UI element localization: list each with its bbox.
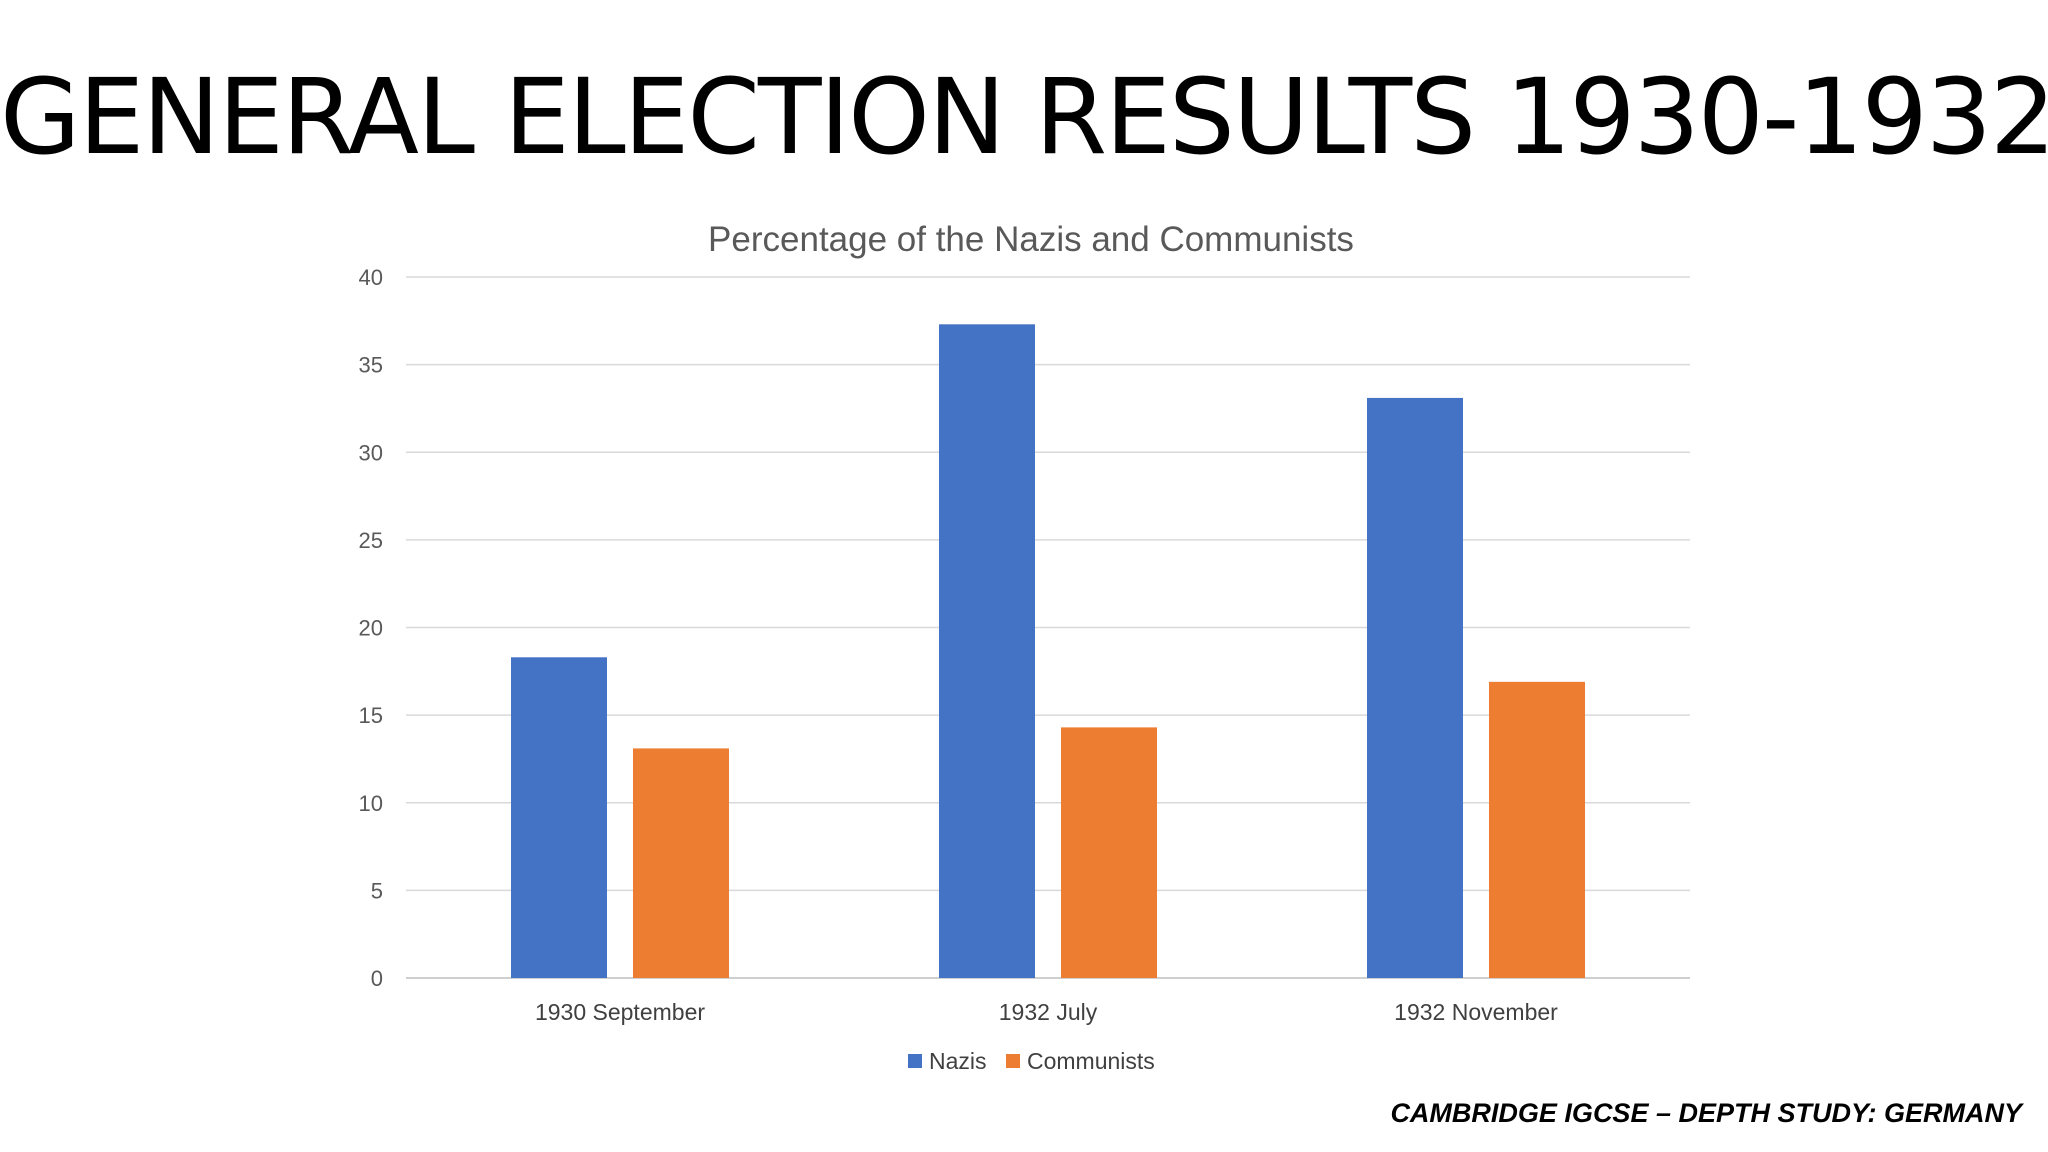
y-tick-label: 10	[359, 791, 383, 816]
bar-nazis	[511, 657, 607, 978]
legend: Nazis Communists	[908, 1048, 1155, 1074]
bars	[511, 324, 1585, 978]
bar-communists	[1489, 681, 1585, 978]
y-tick-label: 0	[371, 966, 383, 991]
footer-caption: CAMBRIDGE IGCSE – DEPTH STUDY: GERMANY	[1390, 1098, 2022, 1128]
x-category-label: 1930 September	[535, 999, 705, 1025]
y-tick-label: 35	[359, 353, 383, 378]
y-tick-label: 15	[359, 703, 383, 728]
legend-label-communists: Communists	[1027, 1048, 1155, 1074]
bar-communists	[633, 748, 729, 978]
y-tick-label: 30	[359, 440, 383, 465]
bar-communists	[1061, 727, 1157, 978]
legend-swatch-communists	[1006, 1054, 1020, 1068]
gridlines	[406, 276, 1690, 979]
y-tick-label: 25	[359, 528, 383, 553]
legend-swatch-nazis	[908, 1054, 922, 1068]
chart-title: Percentage of the Nazis and Communists	[708, 220, 1354, 259]
legend-label-nazis: Nazis	[929, 1048, 987, 1074]
y-tick-label: 5	[371, 878, 383, 903]
x-category-label: 1932 November	[1394, 999, 1558, 1025]
y-tick-label: 40	[359, 265, 383, 290]
bar-nazis	[1367, 397, 1463, 978]
bar-nazis	[939, 324, 1035, 978]
y-tick-label: 20	[359, 616, 383, 641]
y-axis-ticks: 0 5 10 15 20 25 30 35 40	[359, 265, 383, 991]
x-category-label: 1932 July	[999, 999, 1098, 1025]
slide-title: GENERAL ELECTION RESULTS 1930-1932	[0, 56, 2048, 178]
x-axis-categories: 1930 September 1932 July 1932 November	[535, 999, 1558, 1025]
